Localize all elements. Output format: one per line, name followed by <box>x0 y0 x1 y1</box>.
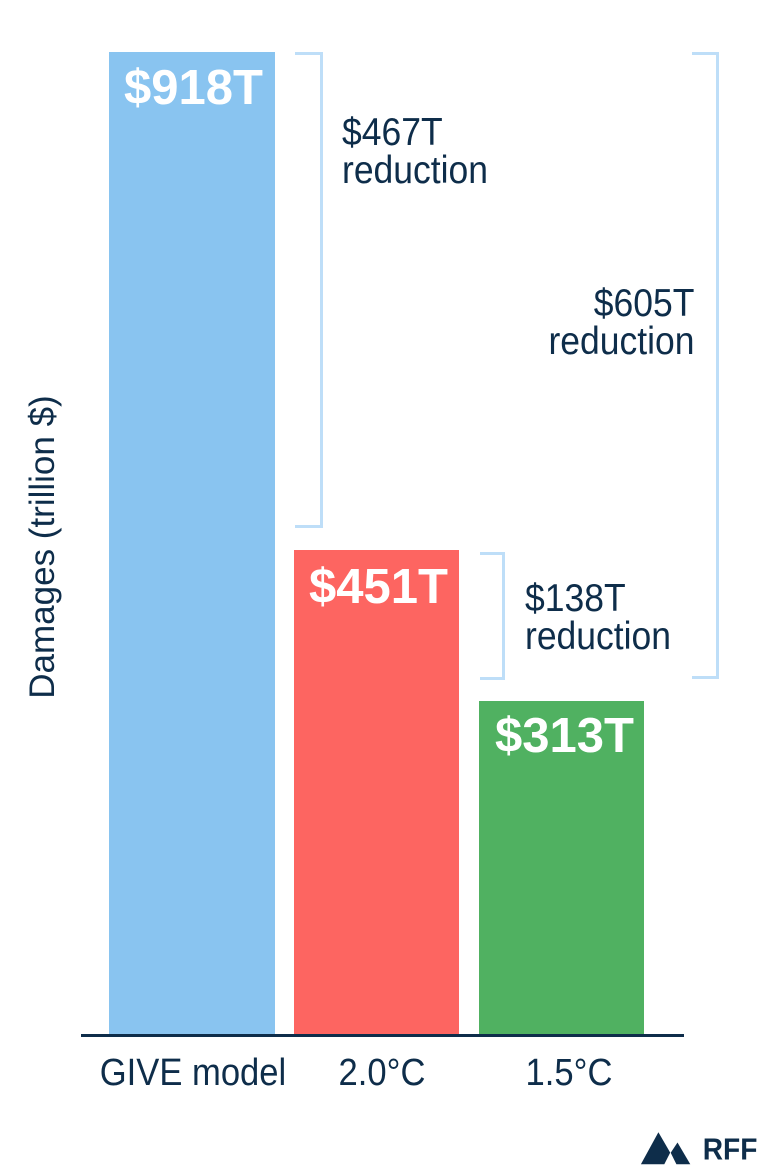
svg-text:RFF: RFF <box>703 1132 758 1166</box>
